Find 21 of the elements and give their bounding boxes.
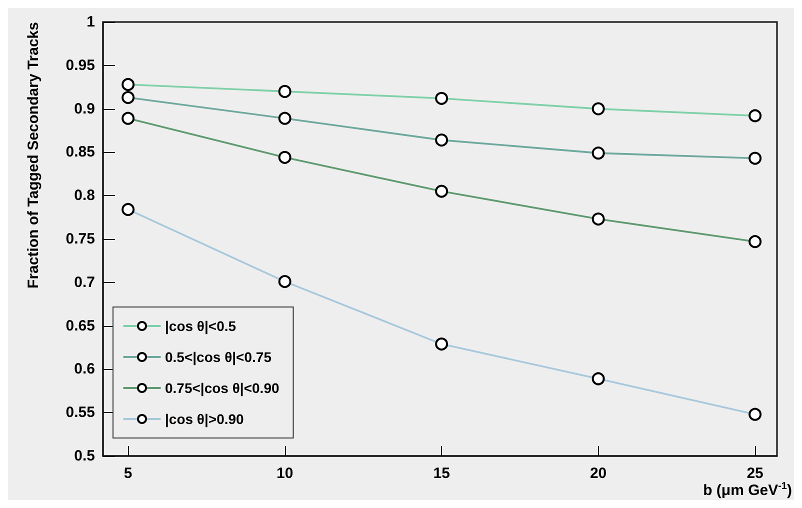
x-tick-label: 10: [276, 465, 294, 482]
x-tick-label: 15: [433, 465, 450, 482]
y-tick-label: 0.8: [74, 187, 95, 204]
y-tick-label: 0.9: [74, 100, 95, 118]
y-tick-label: 0.65: [66, 317, 95, 334]
y-tick-label: 1: [86, 14, 95, 30]
legend-label: 0.5<|cos θ|<0.75: [165, 349, 272, 366]
y-tick-label: 0.7: [74, 274, 95, 291]
x-tick-label: 25: [746, 465, 764, 482]
y-tick-label: 0.75: [66, 230, 95, 248]
y-tick-label: 0.55: [66, 404, 95, 422]
legend-label: |cos θ|>0.90: [165, 411, 244, 428]
y-axis-title: Fraction of Tagged Secondary Tracks: [25, 22, 42, 288]
legend-label: |cos θ|<0.5: [165, 318, 236, 335]
y-tick-label: 0.6: [74, 360, 95, 378]
legend-label: 0.75<|cos θ|<0.90: [165, 380, 280, 397]
y-tick-label: 0.5: [74, 448, 95, 464]
y-tick-label: 0.95: [66, 56, 95, 74]
x-tick-label: 5: [124, 465, 132, 482]
x-tick-label: 20: [590, 465, 607, 482]
y-tick-label: 0.85: [66, 144, 95, 161]
